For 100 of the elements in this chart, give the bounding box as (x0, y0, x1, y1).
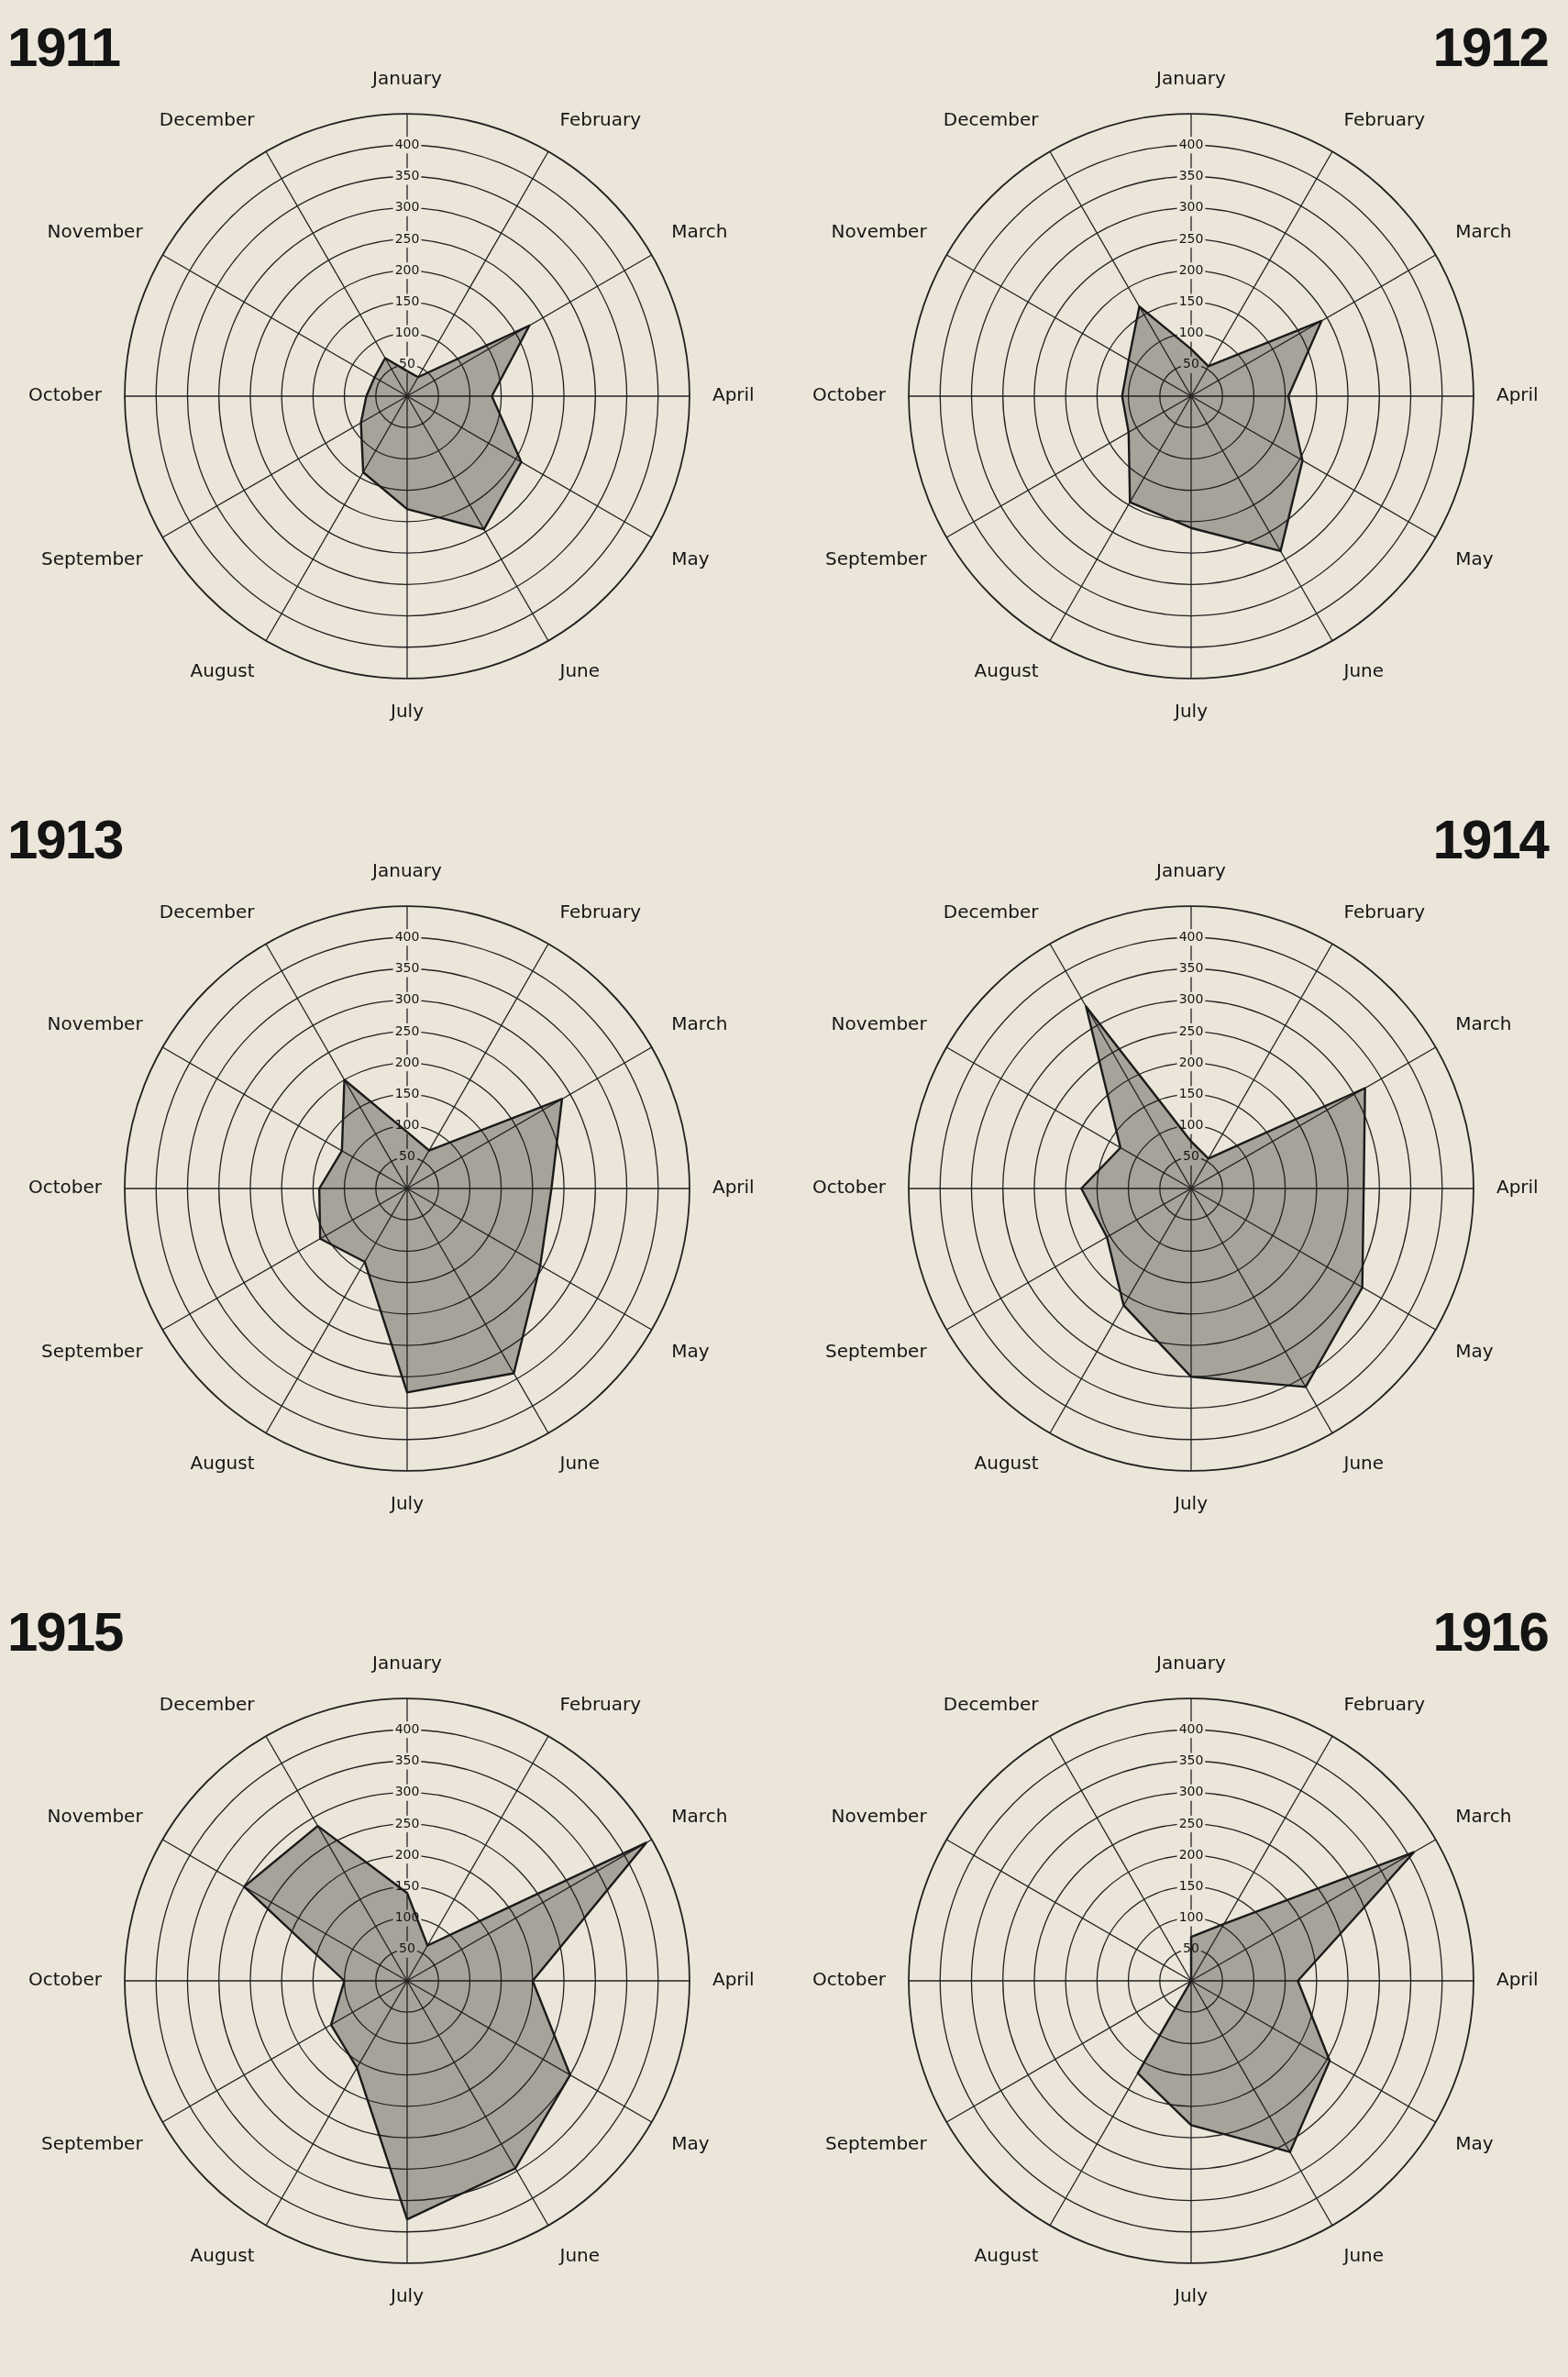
spoke-label: April (712, 1176, 755, 1199)
spoke-label: January (370, 859, 443, 882)
chart-title: 1914 (1432, 809, 1548, 870)
spoke-label: January (1154, 859, 1227, 882)
spoke-label: September (825, 2131, 928, 2154)
chart-title: 1915 (7, 1601, 123, 1663)
spoke-label: March (671, 219, 728, 242)
spoke-label: January (370, 1652, 443, 1675)
y-tick-label: 100 (1178, 1909, 1204, 1925)
y-tick-label: 300 (394, 1784, 420, 1799)
spoke-label: June (1342, 2243, 1385, 2266)
y-tick-label: 150 (1178, 293, 1204, 308)
spoke-label: February (559, 900, 642, 923)
chart-title: 1916 (1432, 1601, 1548, 1663)
chart-title: 1911 (7, 17, 120, 78)
spoke-label: August (190, 1451, 255, 1474)
spoke-label: October (812, 1176, 887, 1199)
spoke-label: May (1455, 1339, 1494, 1362)
spoke-label: June (558, 2243, 601, 2266)
spoke-label: October (28, 1176, 103, 1199)
spoke-label: November (47, 1012, 144, 1034)
spoke-label: August (190, 2243, 255, 2266)
spoke-label: February (1343, 1692, 1426, 1715)
y-tick-label: 400 (1178, 136, 1204, 151)
y-tick-label: 150 (394, 1877, 420, 1893)
y-tick-label: 200 (1178, 1846, 1204, 1862)
y-tick-label: 200 (1178, 261, 1204, 277)
spoke-label: April (712, 383, 755, 406)
spoke-label: April (1496, 1176, 1539, 1199)
y-tick-label: 350 (394, 1752, 420, 1768)
spoke-label: June (558, 1451, 601, 1474)
spoke-label: October (812, 1968, 887, 1991)
y-tick-label: 250 (394, 1023, 420, 1038)
y-tick-label: 200 (1178, 1054, 1204, 1069)
spoke-label: November (47, 219, 144, 242)
chart-title: 1912 (1432, 17, 1548, 78)
spoke-label: October (28, 383, 103, 406)
spoke-label: July (1173, 1492, 1209, 1515)
spoke-label: September (825, 1339, 928, 1362)
chart-title: 1913 (7, 809, 123, 870)
spoke-label: March (671, 1012, 728, 1034)
y-tick-label: 400 (394, 136, 420, 151)
spoke-label: December (159, 1692, 256, 1715)
spoke-label: March (671, 1804, 728, 1827)
y-tick-label: 400 (394, 928, 420, 944)
spoke-label: February (559, 107, 642, 130)
spoke-label: March (1455, 219, 1512, 242)
spoke-label: July (389, 700, 425, 723)
spoke-label: December (159, 900, 256, 923)
y-tick-label: 300 (394, 199, 420, 215)
spoke-label: May (1455, 2131, 1494, 2154)
y-tick-label: 350 (394, 960, 420, 976)
y-tick-label: 250 (1178, 1023, 1204, 1038)
y-tick-label: 350 (1178, 168, 1204, 183)
y-tick-label: 250 (394, 230, 420, 246)
y-tick-label: 50 (1183, 356, 1199, 371)
spoke-label: May (671, 547, 710, 569)
y-tick-label: 150 (394, 1085, 420, 1100)
y-tick-label: 200 (394, 1054, 420, 1069)
spoke-label: January (1154, 67, 1227, 90)
y-tick-label: 200 (394, 261, 420, 277)
y-tick-label: 300 (394, 991, 420, 1007)
spoke-label: September (41, 1339, 144, 1362)
spoke-label: August (974, 1451, 1039, 1474)
spoke-label: November (831, 1804, 928, 1827)
spoke-label: December (943, 900, 1040, 923)
spoke-label: April (1496, 383, 1539, 406)
spoke-label: December (943, 1692, 1040, 1715)
spoke-label: June (558, 658, 601, 681)
y-tick-label: 100 (1178, 1117, 1204, 1133)
spoke-label: February (559, 1692, 642, 1715)
spoke-label: May (671, 1339, 710, 1362)
spoke-label: July (389, 2284, 425, 2307)
spoke-label: April (712, 1968, 755, 1991)
y-tick-label: 50 (399, 1148, 415, 1164)
spoke-label: January (1154, 1652, 1227, 1675)
y-tick-label: 350 (394, 168, 420, 183)
spoke-label: December (943, 107, 1040, 130)
spoke-label: October (812, 383, 887, 406)
spoke-label: March (1455, 1012, 1512, 1034)
y-tick-label: 250 (1178, 230, 1204, 246)
spoke-label: October (28, 1968, 103, 1991)
spoke-label: July (1173, 2284, 1209, 2307)
y-tick-label: 50 (1183, 1148, 1199, 1164)
y-tick-label: 400 (394, 1720, 420, 1736)
y-tick-label: 150 (1178, 1085, 1204, 1100)
spoke-label: August (190, 658, 255, 681)
y-tick-label: 150 (1178, 1877, 1204, 1893)
y-tick-label: 300 (1178, 1784, 1204, 1799)
spoke-label: December (159, 107, 256, 130)
spoke-label: July (389, 1492, 425, 1515)
spoke-label: March (1455, 1804, 1512, 1827)
y-tick-label: 400 (1178, 1720, 1204, 1736)
y-tick-label: 50 (399, 1940, 415, 1956)
spoke-label: August (974, 2243, 1039, 2266)
spoke-label: May (1455, 547, 1494, 569)
spoke-label: June (1342, 658, 1385, 681)
spoke-label: April (1496, 1968, 1539, 1991)
spoke-label: May (671, 2131, 710, 2154)
y-tick-label: 300 (1178, 199, 1204, 215)
